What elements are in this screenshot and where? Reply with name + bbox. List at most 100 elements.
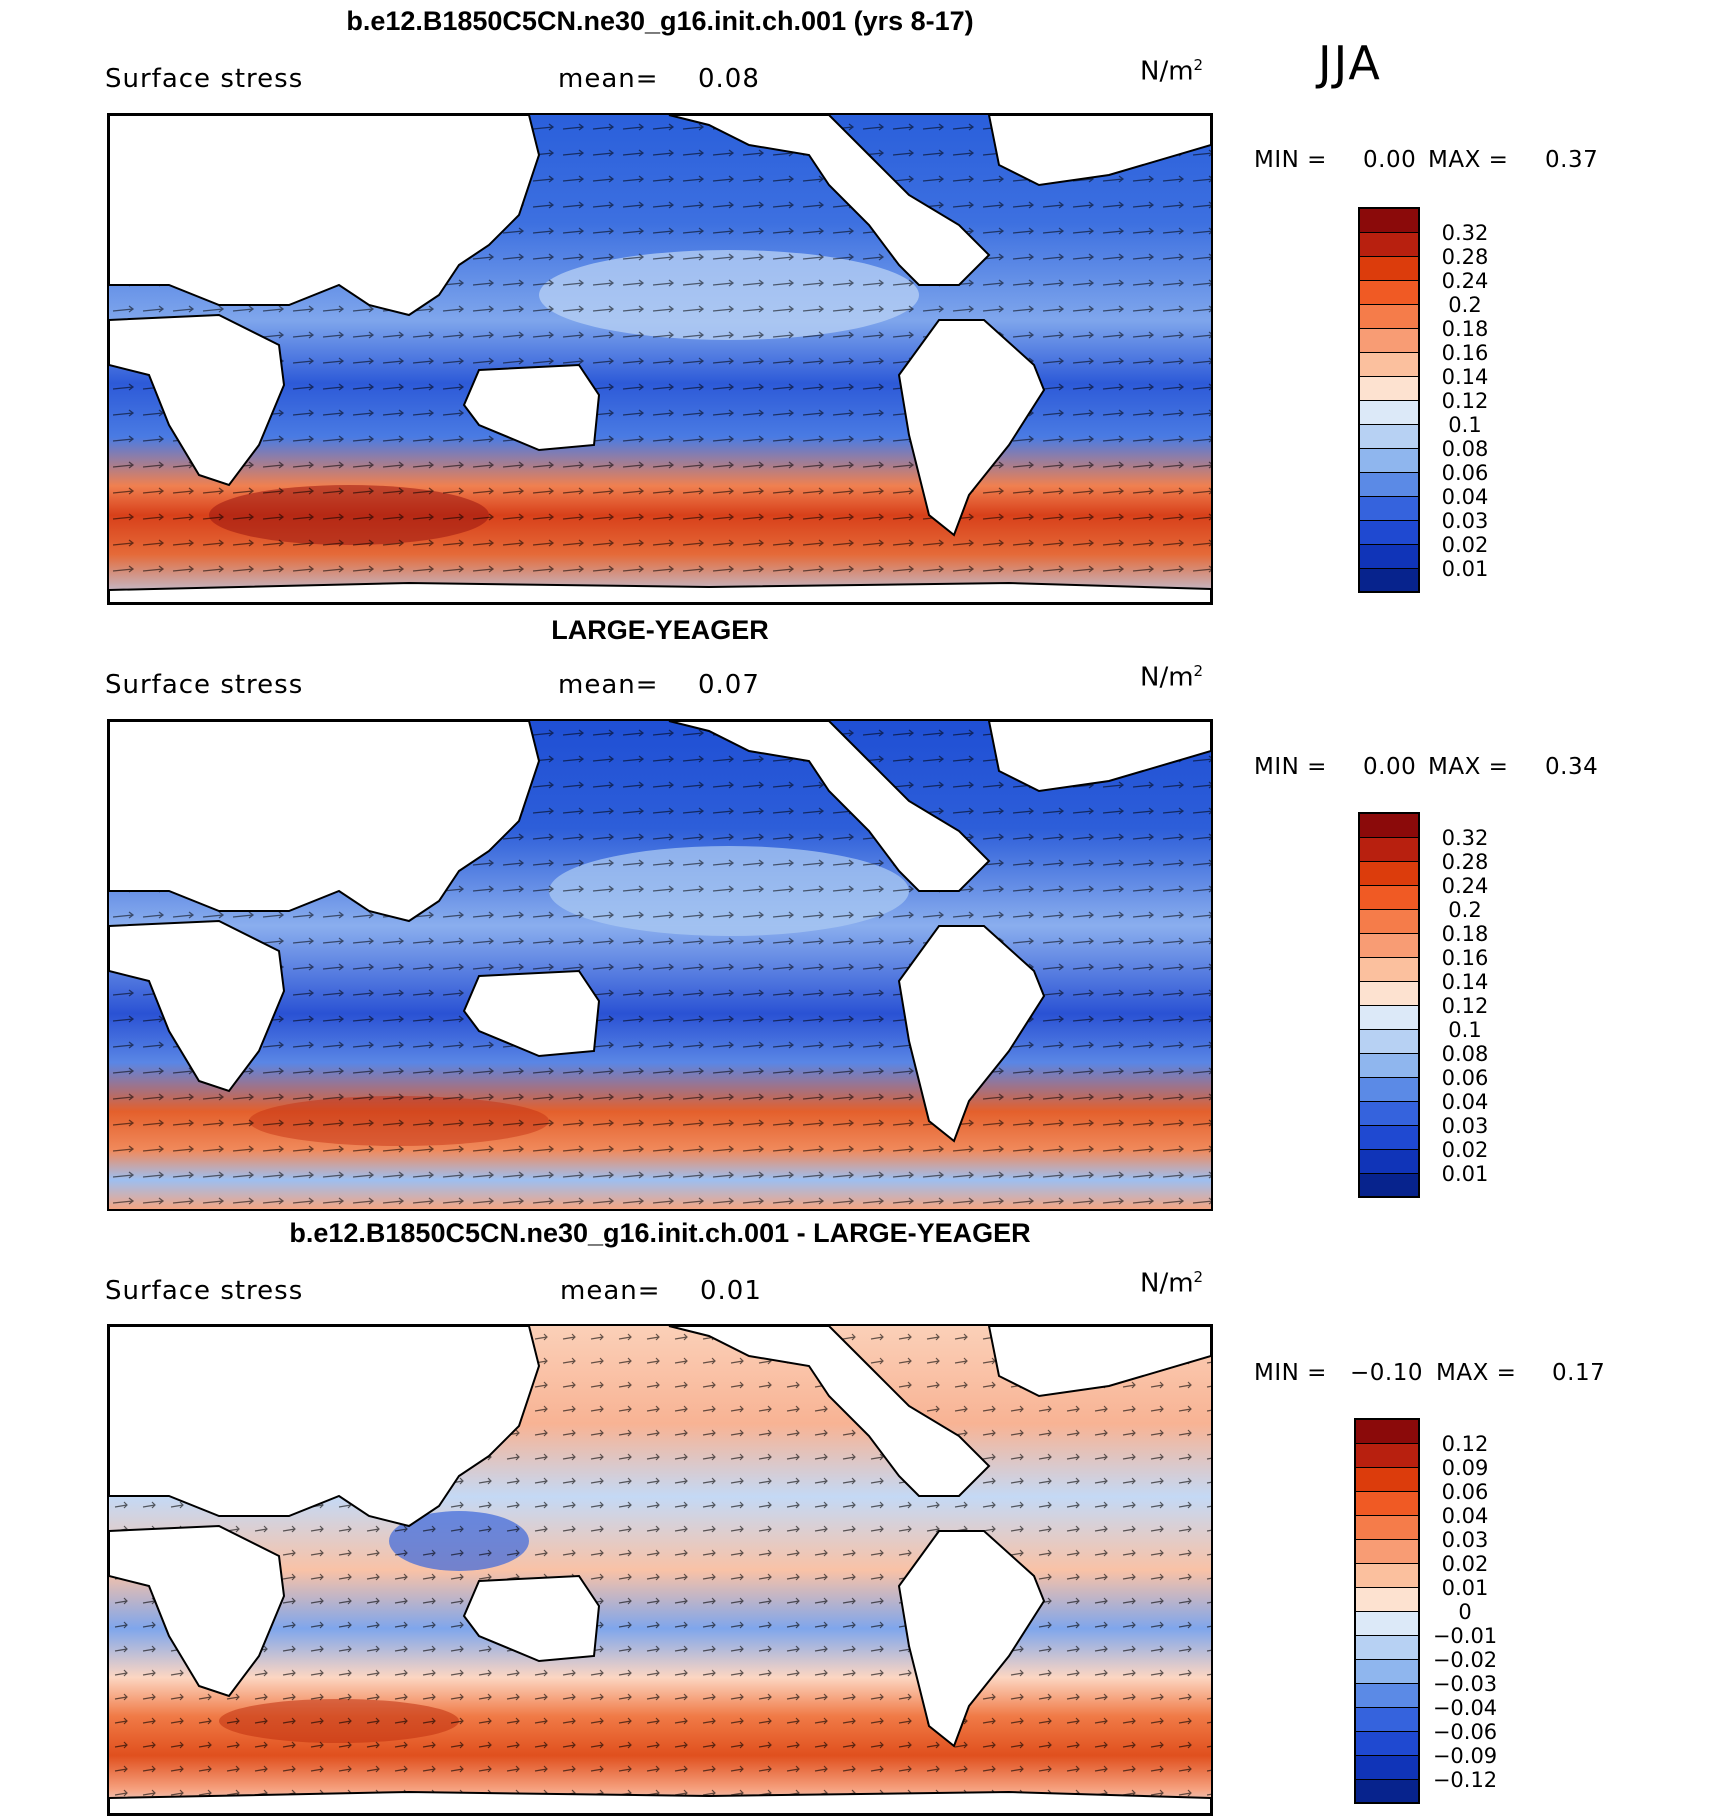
panel-3-colorbar-swatch [1356,1732,1418,1756]
colorbar-tick: 0.1 [1448,413,1482,437]
north-america [668,1326,991,1497]
panel-1-colorbar-swatch [1360,401,1418,425]
panel-1-colorbar-swatch [1360,281,1418,305]
panel-2-colorbar [1358,812,1420,1198]
panel-3-colorbar-swatch [1356,1588,1418,1612]
colorbar-tick: 0.14 [1441,970,1489,994]
panel-2-colorbar-swatch [1360,982,1418,1006]
panel-2-colorbar-swatch [1360,1006,1418,1030]
colorbar-tick: 0.18 [1441,317,1489,341]
colorbar-tick: 0.2 [1448,898,1482,922]
panel-2-colorbar-swatch [1360,862,1418,886]
panel-3-colorbar-swatch [1356,1756,1418,1780]
panel-2-variable: Surface stress [105,670,304,700]
colorbar-tick: −0.02 [1432,1648,1498,1672]
antarctica [109,1790,1211,1814]
africa [109,919,286,1093]
panel-1-colorbar-swatch [1360,521,1418,545]
colorbar-tick: 0.12 [1441,1432,1489,1456]
panel-3-colorbar-swatch [1356,1564,1418,1588]
colorbar-tick: 0.18 [1441,922,1489,946]
panel-3-colorbar-swatch [1356,1636,1418,1660]
panel-1-colorbar-swatch [1360,329,1418,353]
colorbar-tick: 0.12 [1441,389,1489,413]
panel-3-colorbar-swatch [1356,1540,1418,1564]
panel-3-colorbar-swatch [1356,1420,1418,1444]
colorbar-tick: 0.28 [1441,245,1489,269]
colorbar-tick: 0.03 [1441,1528,1489,1552]
panel-3-units: N/m2 [1140,1268,1204,1299]
panel-1-min-label: MIN = [1254,147,1327,173]
panel-3-colorbar-swatch [1356,1660,1418,1684]
colorbar-tick: 0.24 [1441,874,1489,898]
panel-1-colorbar-swatch [1360,257,1418,281]
colorbar-tick: 0.02 [1441,1552,1489,1576]
panel-2-units: N/m2 [1140,662,1204,693]
australia [462,363,601,452]
australia [462,969,601,1058]
panel-1-colorbar-swatch [1360,305,1418,329]
panel-2-colorbar-swatch [1360,1174,1418,1196]
colorbar-tick: −0.06 [1432,1720,1498,1744]
colorbar-tick: 0.04 [1441,485,1489,509]
panel-3-colorbar [1354,1418,1420,1804]
north-america-east [987,1326,1211,1398]
panel-1-colorbar-swatch [1360,377,1418,401]
colorbar-tick: −0.09 [1432,1744,1498,1768]
panel-1-colorbar-ticks: 0.32 0.28 0.24 0.2 0.18 0.16 0.14 0.12 0… [1420,207,1520,593]
colorbar-tick: 0.12 [1441,994,1489,1018]
eurasia [109,721,541,923]
colorbar-tick: 0.2 [1448,293,1482,317]
panel-2-colorbar-swatch [1360,1054,1418,1078]
panel-3-map [107,1324,1213,1816]
south-america [897,925,1046,1143]
africa [109,1524,286,1698]
panel-3-max-value: 0.17 [1552,1360,1606,1386]
panel-1-colorbar-swatch [1360,449,1418,473]
panel-1-title: b.e12.B1850C5CN.ne30_g16.init.ch.001 (yr… [346,6,974,36]
panel-3-max-label: MAX = [1436,1360,1517,1386]
south-america [897,319,1046,537]
panel-2-min-value: 0.00 [1363,754,1417,780]
panel-1-colorbar-swatch [1360,425,1418,449]
australia [462,1574,601,1663]
panel-2-map [107,719,1213,1211]
panel-3-mean-value: 0.01 [700,1276,762,1306]
panel-2-colorbar-swatch [1360,886,1418,910]
colorbar-tick: 0.24 [1441,269,1489,293]
colorbar-tick: −0.01 [1432,1624,1498,1648]
panel-1-colorbar-swatch [1360,569,1418,591]
north-america-east [987,115,1211,187]
panel-2-colorbar-swatch [1360,934,1418,958]
colorbar-tick: 0.08 [1441,1042,1489,1066]
colorbar-tick: 0.32 [1441,221,1489,245]
panel-1-map [107,113,1213,605]
colorbar-tick: 0.1 [1448,1018,1482,1042]
north-america-east [987,721,1211,793]
panel-1-units: N/m2 [1140,56,1204,87]
colorbar-tick: 0.16 [1441,341,1489,365]
panel-2-mean-label: mean= [558,670,659,700]
panel-1-max-value: 0.37 [1545,147,1599,173]
panel-3-colorbar-swatch [1356,1612,1418,1636]
colorbar-tick: 0.06 [1441,1480,1489,1504]
season-label: JJA [1318,36,1382,90]
colorbar-tick: −0.04 [1432,1696,1498,1720]
panel-3-colorbar-swatch [1356,1516,1418,1540]
panel-3-colorbar-swatch [1356,1708,1418,1732]
panel-3-colorbar-swatch [1356,1684,1418,1708]
panel-2-colorbar-swatch [1360,910,1418,934]
colorbar-tick: 0.06 [1441,1066,1489,1090]
panel-2-title: LARGE-YEAGER [551,615,769,645]
colorbar-tick: 0.01 [1441,1576,1489,1600]
colorbar-tick: 0.14 [1441,365,1489,389]
north-america [668,115,991,286]
panel-2-colorbar-swatch [1360,958,1418,982]
colorbar-tick: 0.04 [1441,1504,1489,1528]
colorbar-tick: 0.08 [1441,437,1489,461]
panel-3-colorbar-swatch [1356,1444,1418,1468]
colorbar-tick: 0.28 [1441,850,1489,874]
colorbar-tick: 0.02 [1441,1138,1489,1162]
continents [109,1326,1211,1814]
colorbar-tick: 0.32 [1441,826,1489,850]
